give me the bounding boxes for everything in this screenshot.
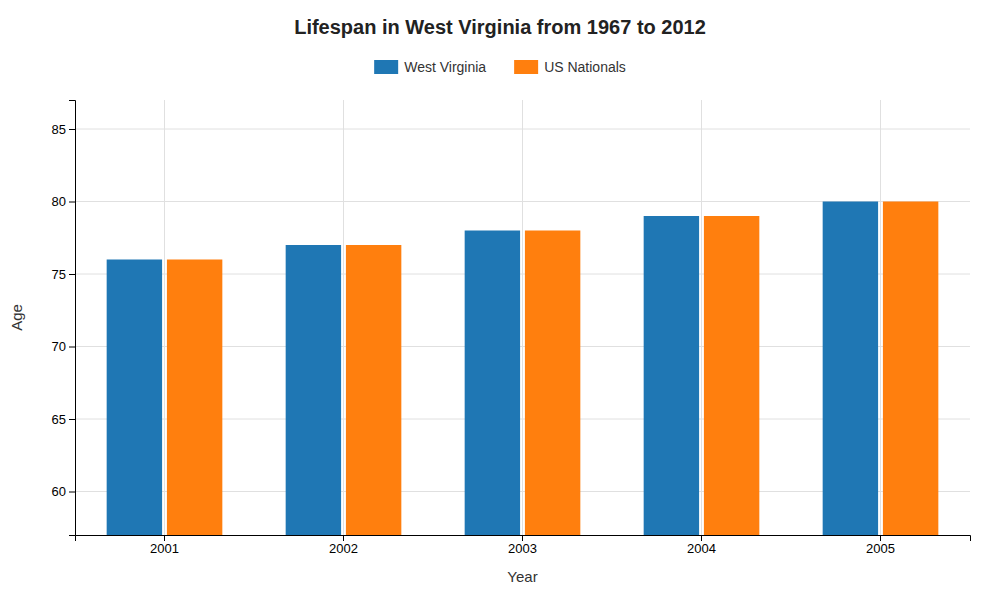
chart-title: Lifespan in West Virginia from 1967 to 2…	[294, 16, 706, 38]
y-tick-label: 60	[52, 484, 66, 499]
grid-line-x	[880, 100, 881, 535]
bar	[346, 245, 401, 535]
legend-swatch	[514, 60, 538, 74]
x-tick-label: 2001	[150, 541, 179, 556]
y-tick-mark	[69, 202, 75, 203]
y-tick: 65	[52, 412, 75, 427]
x-tick-mark	[880, 535, 881, 541]
y-tick-label: 80	[52, 194, 66, 209]
x-tick: 2001	[150, 535, 179, 556]
legend-item: US Nationals	[514, 59, 626, 75]
y-tick-mark	[69, 492, 75, 493]
grid	[75, 100, 970, 535]
x-tick-label: 2002	[329, 541, 358, 556]
x-tick: 2004	[687, 535, 716, 556]
bar	[167, 260, 222, 536]
x-tick: 2002	[329, 535, 358, 556]
chart-svg: 2001 2002 2003 2004 2005 60 65 70 75 80 85 Year Age L…	[0, 0, 1000, 600]
x-tick-mark	[343, 535, 344, 541]
x-tick: 2005	[866, 535, 895, 556]
x-axis-title: Year	[507, 568, 537, 585]
x-axis: 2001 2002 2003 2004 2005	[76, 535, 971, 556]
bar	[883, 202, 938, 536]
grid-line-x	[343, 100, 344, 535]
y-tick-mark	[69, 419, 75, 420]
bar	[465, 231, 520, 536]
bar	[823, 202, 878, 536]
x-axis-line	[76, 536, 971, 542]
bar	[704, 216, 759, 535]
y-axis: 60 65 70 75 80 85	[52, 101, 76, 536]
bar	[107, 260, 162, 536]
y-axis-line	[69, 101, 76, 536]
legend-item: West Virginia	[374, 59, 486, 75]
x-tick-label: 2003	[508, 541, 537, 556]
y-tick-label: 75	[52, 267, 66, 282]
bar-series	[167, 202, 938, 536]
x-tick-label: 2004	[687, 541, 716, 556]
y-tick: 75	[52, 267, 75, 282]
y-tick-label: 85	[52, 122, 66, 137]
bar	[286, 245, 341, 535]
y-tick-mark	[69, 129, 75, 130]
plot-area: 2001 2002 2003 2004 2005 60 65 70 75 80 85	[52, 100, 971, 556]
bar	[525, 231, 580, 536]
x-tick-mark	[701, 535, 702, 541]
legend: West Virginia US Nationals	[374, 59, 626, 75]
legend-swatch	[374, 60, 398, 74]
y-tick-mark	[69, 347, 75, 348]
x-tick-mark	[522, 535, 523, 541]
grid-line-x	[164, 100, 165, 535]
y-tick: 70	[52, 339, 75, 354]
y-tick: 85	[52, 122, 75, 137]
bar-series	[107, 202, 878, 536]
y-axis-title: Age	[8, 304, 25, 331]
y-tick-label: 70	[52, 339, 66, 354]
bar	[644, 216, 699, 535]
x-tick-label: 2005	[866, 541, 895, 556]
y-tick-mark	[69, 274, 75, 275]
x-tick: 2003	[508, 535, 537, 556]
bars	[107, 202, 939, 536]
y-tick: 60	[52, 484, 75, 499]
legend-label: West Virginia	[404, 59, 486, 75]
legend-label: US Nationals	[544, 59, 626, 75]
y-tick-label: 65	[52, 412, 66, 427]
y-tick: 80	[52, 194, 75, 209]
grid-line-x	[522, 100, 523, 535]
x-tick-mark	[164, 535, 165, 541]
grid-line-x	[701, 100, 702, 535]
